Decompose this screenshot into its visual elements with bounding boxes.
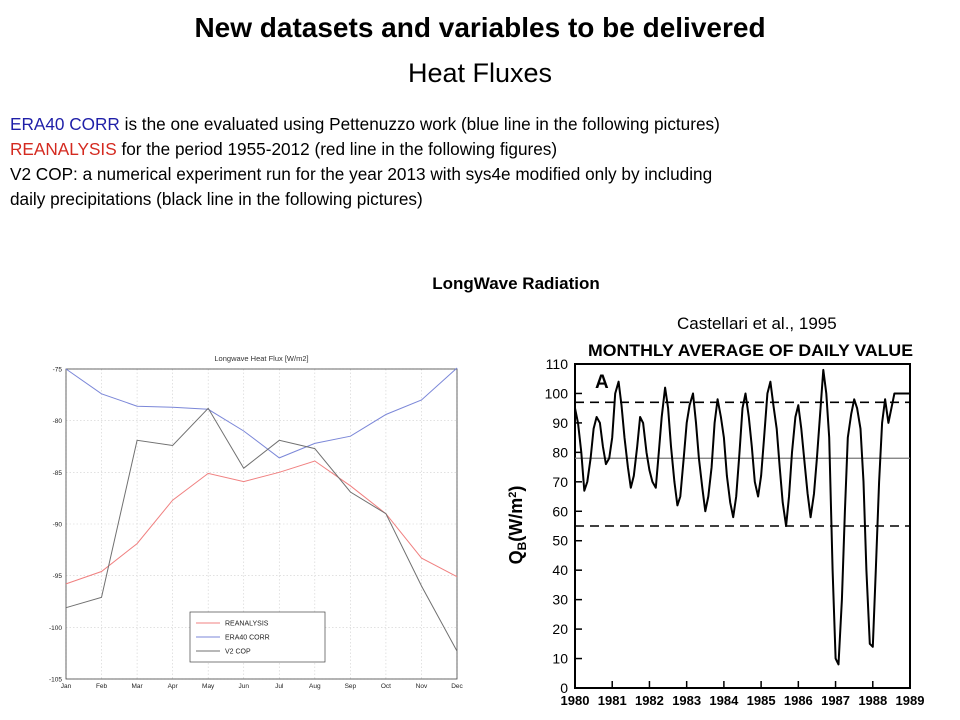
intro-text: ERA40 CORR is the one evaluated using Pe… — [10, 112, 955, 212]
y-tick-label: 70 — [552, 474, 568, 490]
series-line-v2-cop — [65, 407, 458, 652]
y-tick-label: 30 — [552, 592, 568, 608]
x-tick-label: Jun — [238, 683, 249, 690]
x-tick-label: Mar — [131, 683, 143, 690]
reanalysis-label: REANALYSIS — [10, 139, 117, 159]
panel-label: A — [595, 372, 609, 393]
y-tick-label: -80 — [53, 418, 63, 425]
series-line-reanalysis — [65, 460, 458, 585]
legend-entry: ERA40 CORR — [225, 635, 270, 642]
y-axis-label: QB(W/m2) — [506, 486, 529, 565]
intro-line-v2cop: V2 COP: a numerical experiment run for t… — [10, 162, 955, 187]
series-line-qb — [574, 368, 910, 666]
y-tick-label: 90 — [552, 415, 568, 431]
y-axis-label-part: 2 — [507, 492, 519, 498]
y-tick-label: 0 — [560, 680, 568, 696]
x-tick-label: Feb — [96, 683, 108, 690]
x-tick-label: 1985 — [747, 693, 776, 708]
intro-line-reanalysis: REANALYSIS for the period 1955-2012 (red… — [10, 137, 955, 162]
intro-line-era40: ERA40 CORR is the one evaluated using Pe… — [10, 112, 955, 137]
y-tick-label: 100 — [545, 385, 569, 401]
y-tick-label: -85 — [53, 470, 63, 477]
intro-line-text: V2 COP: a numerical experiment run for t… — [10, 164, 713, 184]
legend-entry: V2 COP — [225, 649, 251, 656]
y-tick-label: 50 — [552, 533, 568, 549]
y-tick-label: 80 — [552, 444, 568, 460]
x-tick-label: Dec — [451, 683, 463, 690]
y-tick-label: 110 — [546, 356, 569, 372]
y-tick-label: -90 — [53, 522, 63, 529]
x-tick-label: 1989 — [896, 693, 925, 708]
x-tick-label: 1983 — [672, 693, 701, 708]
plot-frame — [65, 368, 458, 680]
x-tick-label: Aug — [309, 683, 321, 690]
legend-entry: REANALYSIS — [225, 621, 269, 628]
y-tick-label: -105 — [49, 677, 62, 684]
x-tick-label: Sep — [345, 683, 357, 690]
y-tick-label: 40 — [552, 562, 568, 578]
x-tick-label: Nov — [416, 683, 428, 690]
slide-title: New datasets and variables to be deliver… — [194, 12, 766, 43]
x-tick-label: 1981 — [598, 693, 627, 708]
x-tick-label: 1988 — [858, 693, 887, 708]
citation: Castellari et al., 1995 — [677, 314, 837, 333]
y-tick-label: 20 — [552, 621, 568, 637]
x-tick-label: May — [202, 683, 215, 690]
y-axis-label-part: (W/m — [506, 498, 526, 542]
x-tick-label: Oct — [381, 683, 391, 690]
x-tick-label: 1984 — [709, 693, 739, 708]
y-axis-label-part: Q — [506, 550, 526, 564]
x-tick-label: Jul — [275, 683, 284, 690]
intro-line-text: daily precipitations (black line in the … — [10, 189, 423, 209]
chart-title: Longwave Heat Flux [W/m2] — [214, 354, 308, 363]
chart-title: MONTHLY AVERAGE OF DAILY VALUE — [588, 341, 913, 360]
x-tick-label: 1986 — [784, 693, 813, 708]
y-tick-label: -95 — [53, 573, 63, 580]
x-tick-label: Jan — [61, 683, 72, 690]
y-axis-label-part: ) — [506, 486, 526, 492]
x-tick-label: 1987 — [821, 693, 850, 708]
era40-corr-label: ERA40 CORR — [10, 114, 120, 134]
y-tick-label: -100 — [49, 625, 62, 632]
y-tick-label: -75 — [53, 367, 63, 374]
series-line-era40-corr — [65, 367, 458, 459]
slide-subtitle: Heat Fluxes — [407, 58, 553, 88]
intro-line-text: is the one evaluated using Pettenuzzo wo… — [119, 114, 720, 134]
intro-line-v2cop-cont: daily precipitations (black line in the … — [10, 187, 955, 212]
x-tick-label: 1982 — [635, 693, 664, 708]
x-tick-label: Apr — [168, 683, 179, 690]
y-axis-label-part: B — [515, 541, 529, 550]
x-tick-label: 1980 — [561, 693, 590, 708]
intro-line-text: for the period 1955-2012 (red line in th… — [116, 139, 558, 159]
y-tick-label: 10 — [552, 651, 568, 667]
y-tick-label: 60 — [552, 503, 568, 519]
section-label: LongWave Radiation — [432, 274, 600, 293]
